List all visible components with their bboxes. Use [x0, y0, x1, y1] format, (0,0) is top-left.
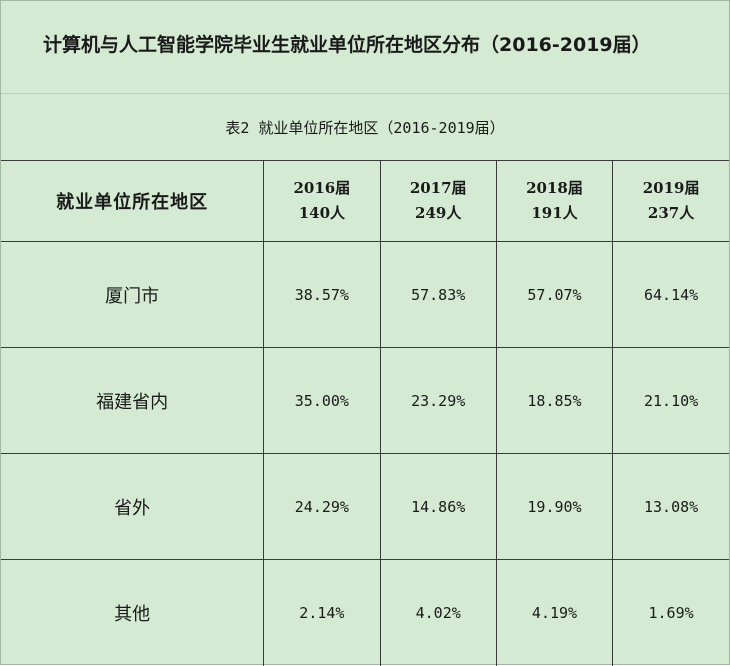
- percentage-cell: 57.07%: [495, 241, 614, 348]
- graduate-count: 237人: [647, 204, 695, 222]
- year-column-header-2017: 2017届 249人: [379, 160, 497, 242]
- percentage-cell: 18.85%: [495, 347, 614, 454]
- header-row: 就业单位所在地区 2016届 140人 2017届 249人 2018届 191…: [1, 160, 729, 242]
- percentage-cell: 14.86%: [379, 453, 497, 560]
- table-row: 省外 24.29% 14.86% 19.90% 13.08%: [1, 453, 729, 560]
- year-label: 2019届: [642, 179, 700, 197]
- percentage-cell: 13.08%: [612, 453, 729, 560]
- region-column-header: 就业单位所在地区: [1, 160, 265, 242]
- percentage-cell: 4.19%: [495, 559, 614, 666]
- table-caption: 表2 就业单位所在地区（2016-2019届）: [225, 118, 505, 137]
- year-label: 2017届: [409, 179, 467, 197]
- graduate-count: 140人: [298, 204, 346, 222]
- region-distribution-table: 就业单位所在地区 2016届 140人 2017届 249人 2018届 191…: [1, 160, 729, 666]
- year-column-header-2018: 2018届 191人: [495, 160, 614, 242]
- percentage-cell: 1.69%: [612, 559, 729, 666]
- percentage-cell: 64.14%: [612, 241, 729, 348]
- year-label: 2018届: [526, 179, 583, 197]
- year-label: 2016届: [293, 179, 351, 197]
- percentage-cell: 4.02%: [379, 559, 497, 666]
- region-cell: 其他: [1, 559, 265, 666]
- percentage-cell: 19.90%: [495, 453, 614, 560]
- percentage-cell: 35.00%: [263, 347, 381, 454]
- percentage-cell: 21.10%: [612, 347, 729, 454]
- graduate-count: 191人: [531, 204, 578, 222]
- table-row: 其他 2.14% 4.02% 4.19% 1.69%: [1, 559, 729, 666]
- caption-band: 表2 就业单位所在地区（2016-2019届）: [1, 94, 729, 161]
- page-title: 计算机与人工智能学院毕业生就业单位所在地区分布（2016-2019届）: [43, 33, 651, 56]
- region-cell: 福建省内: [1, 347, 265, 454]
- region-cell: 厦门市: [1, 241, 265, 348]
- percentage-cell: 2.14%: [263, 559, 381, 666]
- year-column-header-2016: 2016届 140人: [263, 160, 381, 242]
- percentage-cell: 38.57%: [263, 241, 381, 348]
- table-row: 福建省内 35.00% 23.29% 18.85% 21.10%: [1, 347, 729, 454]
- percentage-cell: 57.83%: [379, 241, 497, 348]
- percentage-cell: 23.29%: [379, 347, 497, 454]
- graduate-count: 249人: [415, 204, 462, 222]
- year-column-header-2019: 2019届 237人: [612, 160, 729, 242]
- title-band: 计算机与人工智能学院毕业生就业单位所在地区分布（2016-2019届）: [1, 1, 729, 94]
- region-cell: 省外: [1, 453, 265, 560]
- percentage-cell: 24.29%: [263, 453, 381, 560]
- table-row: 厦门市 38.57% 57.83% 57.07% 64.14%: [1, 241, 729, 348]
